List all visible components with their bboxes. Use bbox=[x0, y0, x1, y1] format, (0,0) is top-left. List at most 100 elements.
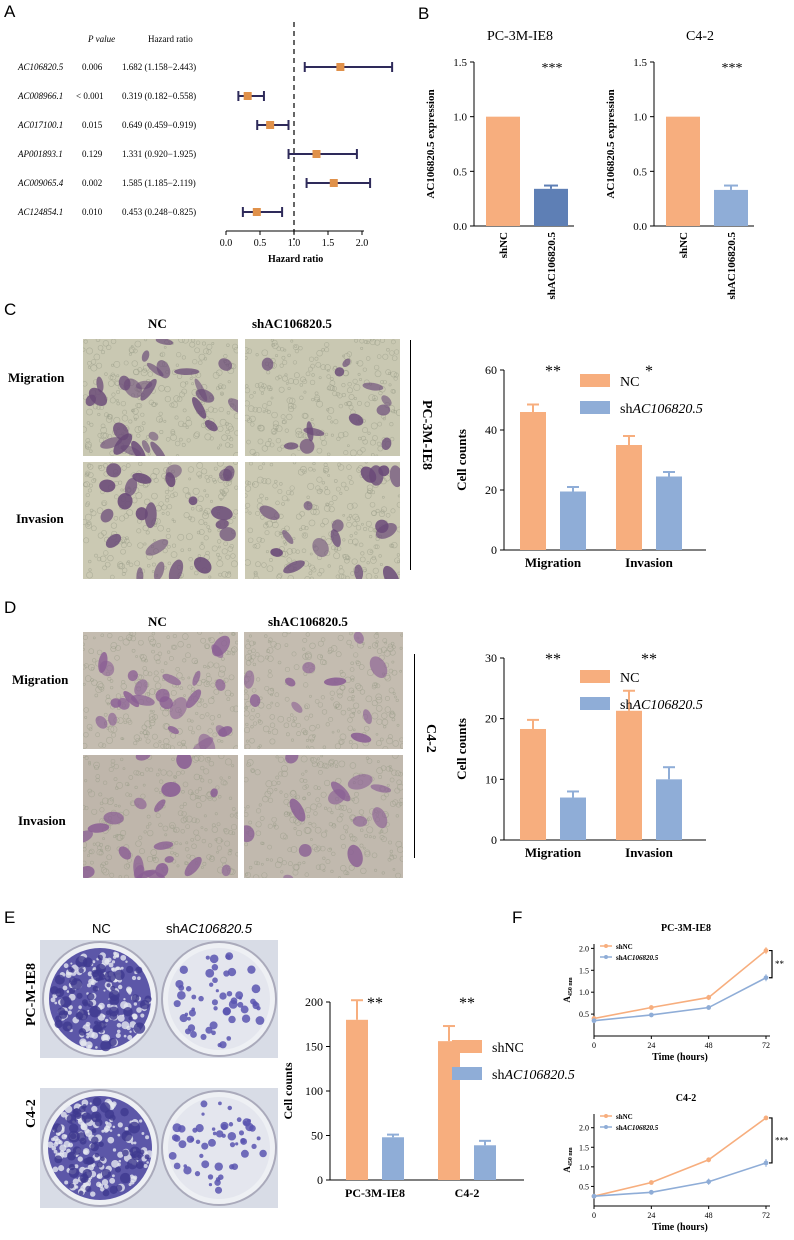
membrane-pore bbox=[252, 544, 257, 549]
stained-cell bbox=[165, 472, 176, 488]
colony bbox=[128, 1016, 133, 1021]
membrane-pore bbox=[244, 812, 249, 817]
colony bbox=[178, 1140, 187, 1149]
membrane-pore bbox=[181, 442, 186, 447]
membrane-pore bbox=[395, 872, 401, 878]
membrane-pore bbox=[187, 684, 193, 690]
colony bbox=[119, 1172, 131, 1184]
membrane-pore bbox=[347, 696, 353, 702]
membrane-pore bbox=[277, 660, 282, 665]
membrane-pore bbox=[246, 762, 252, 768]
membrane-pore bbox=[176, 396, 183, 402]
membrane-pore bbox=[125, 634, 133, 641]
membrane-pore bbox=[375, 683, 381, 689]
membrane-pore bbox=[339, 491, 343, 495]
series-point bbox=[706, 1005, 712, 1010]
bar bbox=[382, 1137, 404, 1180]
membrane-pore bbox=[263, 523, 269, 529]
membrane-pore bbox=[292, 716, 297, 721]
membrane-pore bbox=[193, 570, 199, 576]
forest-hr-text: 0.453 (0.248−0.825) bbox=[122, 207, 196, 217]
membrane-pore bbox=[87, 854, 90, 858]
membrane-pore bbox=[373, 397, 377, 401]
membrane-pore bbox=[275, 755, 279, 759]
membrane-pore bbox=[351, 558, 358, 565]
membrane-pore bbox=[198, 775, 203, 779]
membrane-pore bbox=[83, 537, 90, 544]
membrane-pore bbox=[384, 792, 389, 798]
membrane-pore bbox=[227, 546, 234, 552]
membrane-pore bbox=[194, 818, 200, 824]
stained-cell bbox=[99, 479, 116, 493]
colony bbox=[110, 985, 116, 991]
membrane-pore bbox=[260, 515, 265, 520]
membrane-pore bbox=[181, 388, 188, 395]
forest-p-value: 0.006 bbox=[82, 62, 103, 72]
membrane-pore bbox=[245, 559, 251, 566]
micrograph-texture bbox=[244, 632, 403, 749]
membrane-pore bbox=[147, 671, 153, 677]
membrane-pore bbox=[96, 556, 102, 562]
membrane-pore bbox=[200, 637, 207, 644]
colony bbox=[78, 1190, 84, 1196]
colony bbox=[98, 1028, 104, 1033]
membrane-pore bbox=[300, 376, 306, 383]
membrane-pore bbox=[281, 765, 288, 772]
membrane-pore bbox=[224, 840, 231, 847]
membrane-pore bbox=[341, 843, 346, 849]
membrane-pore bbox=[91, 808, 98, 815]
membrane-pore bbox=[83, 682, 86, 686]
membrane-pore bbox=[217, 714, 221, 718]
colony bbox=[235, 1142, 239, 1146]
membrane-pore bbox=[98, 742, 104, 748]
forest-p-value: 0.015 bbox=[82, 120, 103, 130]
bar bbox=[616, 710, 642, 840]
membrane-pore bbox=[149, 638, 157, 646]
stained-cell bbox=[117, 697, 130, 710]
membrane-pore bbox=[397, 494, 400, 498]
membrane-pore bbox=[261, 383, 267, 389]
membrane-pore bbox=[181, 355, 186, 360]
membrane-pore bbox=[253, 860, 259, 865]
y-tick-label: 40 bbox=[485, 423, 497, 437]
membrane-pore bbox=[374, 643, 379, 647]
membrane-pore bbox=[312, 734, 316, 738]
membrane-pore bbox=[199, 698, 204, 703]
membrane-pore bbox=[259, 493, 264, 499]
plate-gap bbox=[72, 1178, 79, 1185]
membrane-pore bbox=[352, 797, 360, 804]
membrane-pore bbox=[232, 343, 238, 350]
membrane-pore bbox=[274, 692, 280, 698]
membrane-pore bbox=[136, 528, 142, 534]
stained-cell bbox=[227, 398, 238, 415]
membrane-pore bbox=[86, 571, 93, 579]
membrane-pore bbox=[85, 492, 90, 498]
plate-gap bbox=[109, 1129, 113, 1132]
panel-label-d: D bbox=[4, 598, 17, 617]
membrane-pore bbox=[289, 491, 294, 496]
membrane-pore bbox=[128, 352, 132, 356]
stained-cell bbox=[347, 844, 363, 868]
membrane-pore bbox=[94, 693, 99, 698]
membrane-pore bbox=[156, 772, 160, 777]
membrane-pore bbox=[324, 432, 329, 437]
plate-gap bbox=[104, 1184, 109, 1189]
membrane-pore bbox=[303, 826, 311, 834]
membrane-pore bbox=[381, 495, 385, 499]
plate-gap bbox=[111, 960, 116, 964]
membrane-pore bbox=[138, 835, 143, 840]
membrane-pore bbox=[245, 872, 251, 878]
y-tick-label: 0.5 bbox=[579, 1010, 589, 1019]
membrane-pore bbox=[170, 434, 177, 441]
membrane-pore bbox=[256, 407, 263, 413]
membrane-pore bbox=[387, 857, 392, 862]
legend-label: shAC106820.5 bbox=[616, 1124, 659, 1132]
membrane-pore bbox=[326, 374, 331, 379]
membrane-pore bbox=[395, 802, 402, 808]
membrane-pore bbox=[113, 515, 119, 521]
membrane-pore bbox=[136, 433, 141, 438]
significance-mark: *** bbox=[542, 61, 563, 76]
membrane-pore bbox=[101, 861, 106, 867]
forest-gene-label: AC009065.4 bbox=[17, 178, 64, 188]
